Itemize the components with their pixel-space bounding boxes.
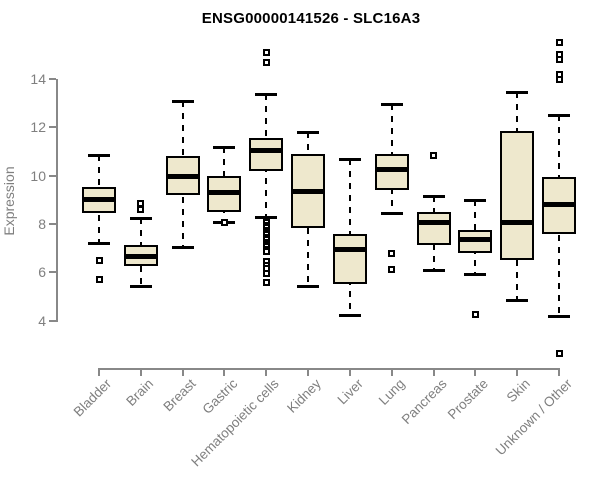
- whisker-cap-lower-prostate: [464, 272, 487, 276]
- x-axis-tick-label: Prostate: [444, 376, 491, 423]
- median-hematopoietic-cells: [249, 147, 284, 153]
- x-axis-tick: [223, 368, 226, 376]
- whisker-cap-upper-lung: [380, 103, 403, 107]
- y-axis-tick-label: 14: [30, 71, 46, 87]
- median-breast: [165, 174, 200, 180]
- outlier-lung: [388, 266, 396, 274]
- whisker-cap-upper-liver: [338, 157, 361, 161]
- whisker-cap-upper-brain: [129, 216, 152, 220]
- x-axis-tick: [432, 368, 435, 376]
- x-axis-tick-label: Unknown / Other: [492, 376, 575, 459]
- outlier-pancreas: [430, 151, 438, 159]
- x-axis-tick: [516, 368, 519, 376]
- median-gastric: [207, 190, 242, 196]
- y-axis-tick-label: 6: [38, 264, 46, 281]
- x-axis-tick: [558, 368, 561, 376]
- x-axis-tick: [98, 368, 100, 376]
- x-axis-tick-label: Bladder: [71, 376, 115, 420]
- y-axis-line: [56, 79, 58, 322]
- whisker-cap-upper-prostate: [464, 198, 487, 202]
- y-axis-tick: [49, 126, 56, 129]
- box-skin: [500, 130, 535, 261]
- whisker-cap-lower-bladder: [88, 242, 110, 246]
- outlier-unknown-other: [555, 75, 563, 83]
- x-axis-tick: [139, 368, 142, 376]
- x-axis-tick-label: Breast: [160, 376, 199, 415]
- x-axis-tick: [348, 368, 351, 376]
- median-unknown-other: [542, 202, 577, 208]
- median-bladder: [82, 197, 116, 203]
- y-axis-tick: [49, 78, 56, 80]
- outlier-hematopoietic-cells: [262, 58, 270, 66]
- outlier-brain: [137, 206, 145, 214]
- x-axis-tick-label: Lung: [375, 376, 408, 408]
- y-axis-tick: [49, 271, 56, 274]
- median-liver: [332, 246, 367, 252]
- outlier-hematopoietic-cells: [262, 248, 270, 256]
- whisker-cap-lower-pancreas: [422, 268, 445, 272]
- whisker-cap-upper-bladder: [88, 154, 110, 158]
- whisker-cap-lower-brain: [129, 284, 152, 288]
- x-axis-tick: [265, 368, 268, 376]
- y-axis-tick: [49, 174, 56, 177]
- whisker-cap-upper-hematopoietic-cells: [255, 92, 278, 96]
- y-axis-tick: [49, 319, 56, 322]
- median-pancreas: [416, 220, 451, 226]
- chart-title: ENSG00000141526 - SLC16A3: [201, 10, 421, 27]
- y-axis-tick: [49, 223, 56, 226]
- x-axis-tick-label: Liver: [334, 376, 366, 408]
- x-axis-tick: [181, 368, 184, 376]
- whisker-cap-lower-kidney: [297, 284, 320, 288]
- outlier-brain: [137, 199, 145, 207]
- whisker-cap-lower-lung: [380, 212, 403, 216]
- box-pancreas: [416, 211, 451, 245]
- whisker-cap-lower-liver: [338, 313, 361, 317]
- x-axis-line: [99, 368, 561, 370]
- y-axis-tick-label: 12: [30, 119, 46, 136]
- outlier-lung: [388, 249, 396, 257]
- whisker-cap-upper-kidney: [297, 131, 320, 135]
- whisker-cap-upper-gastric: [213, 145, 236, 149]
- whisker-cap-upper-pancreas: [422, 195, 445, 199]
- x-axis-tick: [390, 368, 393, 376]
- outlier-hematopoietic-cells: [262, 270, 270, 278]
- box-hematopoietic-cells: [249, 138, 284, 171]
- median-skin: [500, 220, 535, 226]
- outlier-gastric: [220, 219, 228, 227]
- box-liver: [332, 233, 367, 285]
- x-axis-tick-label: Brain: [123, 376, 157, 409]
- y-axis-tick-label: 10: [30, 167, 46, 184]
- whisker-cap-lower-breast: [171, 245, 194, 249]
- outlier-prostate: [471, 311, 479, 319]
- outlier-bladder: [95, 276, 103, 284]
- outlier-unknown-other: [555, 349, 563, 357]
- outlier-bladder: [95, 256, 103, 264]
- median-lung: [374, 167, 409, 173]
- whisker-cap-lower-unknown-other: [548, 314, 571, 318]
- x-axis-tick-label: Kidney: [283, 376, 324, 416]
- outlier-hematopoietic-cells: [262, 278, 270, 286]
- y-axis-tick-label: 4: [38, 312, 46, 329]
- x-axis-tick: [307, 368, 310, 376]
- whisker-cap-upper-skin: [506, 91, 529, 95]
- median-kidney: [291, 188, 326, 194]
- x-axis-tick: [474, 368, 477, 376]
- whisker-cap-upper-breast: [171, 99, 194, 103]
- y-axis-label: Expression: [1, 166, 17, 236]
- outlier-unknown-other: [555, 56, 563, 64]
- x-axis-tick-label: Pancreas: [398, 376, 450, 427]
- x-axis-tick-label: Gastric: [199, 376, 241, 417]
- outlier-unknown-other: [555, 39, 563, 47]
- x-axis-tick-label: Skin: [503, 376, 533, 406]
- outlier-hematopoietic-cells: [262, 48, 270, 56]
- median-prostate: [458, 237, 493, 243]
- whisker-cap-upper-unknown-other: [548, 114, 571, 118]
- whisker-cap-lower-skin: [506, 299, 529, 303]
- median-brain: [123, 254, 158, 260]
- y-axis-tick-label: 8: [38, 216, 46, 233]
